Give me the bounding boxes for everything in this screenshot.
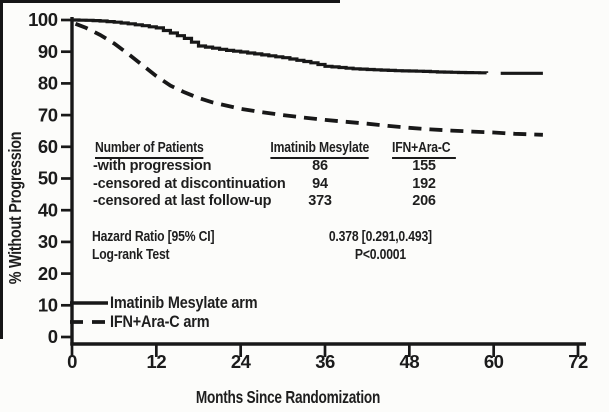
y-tick-label: 90 (38, 41, 58, 62)
y-tick-label: 70 (38, 104, 58, 125)
col-header-ifn: IFN+Ara-C (364, 140, 484, 159)
x-tick-label: 48 (400, 351, 420, 372)
hazard-ratio-value: 0.378 [0.291,0.493] (328, 229, 432, 245)
x-tick-label: 72 (568, 351, 588, 372)
row-value-discontinuation-imatinib: 94 (312, 175, 328, 192)
row-value-discontinuation-ifn: 192 (412, 175, 436, 192)
x-axis-title: Months Since Randomization (195, 387, 381, 407)
col-header-imatinib: Imatinib Mesylate (250, 140, 390, 159)
log-rank-value: P<0.0001 (354, 247, 406, 263)
legend-line-solid-icon (70, 301, 108, 305)
log-rank-label: Log-rank Test (92, 247, 170, 263)
legend-label-ifn: IFN+Ara-C arm (110, 312, 210, 331)
y-tick-label: 50 (38, 168, 58, 189)
crop-border-top (0, 0, 340, 3)
y-tick-label: 80 (38, 73, 58, 94)
row-label-followup: -censored at last follow-up (93, 193, 272, 209)
x-tick-label: 60 (484, 351, 504, 372)
legend-line-dashed-icon (70, 320, 108, 324)
crop-border-left (0, 0, 3, 339)
y-tick-label: 60 (38, 136, 58, 157)
x-tick-label: 24 (231, 351, 252, 372)
imatinib-curve (72, 18, 489, 75)
y-tick-label: 30 (38, 231, 58, 252)
row-value-progression-imatinib: 86 (312, 158, 328, 174)
ifn-curve (74, 22, 543, 137)
row-label-discontinuation: -censored at discontinuation (93, 175, 286, 192)
y-tick-label: 100 (28, 9, 58, 30)
y-tick-label: 0 (48, 326, 58, 347)
legend-label-imatinib: Imatinib Mesylate arm (110, 293, 258, 312)
y-axis-title: % Without Progression (5, 131, 25, 285)
x-tick-label: 0 (67, 351, 77, 372)
x-tick-label: 36 (315, 351, 335, 372)
row-value-followup-imatinib: 373 (308, 193, 332, 209)
y-tick-label: 40 (38, 199, 58, 220)
hazard-ratio-label: Hazard Ratio [95% CI] (92, 229, 215, 245)
row-label-progression: -with progression (93, 158, 212, 174)
y-tick-label: 20 (38, 263, 58, 284)
y-tick-label: 10 (38, 295, 58, 316)
patients-header: Number of Patients (95, 140, 224, 159)
row-value-followup-ifn: 206 (412, 193, 436, 209)
x-tick-label: 12 (147, 351, 167, 372)
row-value-progression-ifn: 155 (412, 158, 436, 174)
